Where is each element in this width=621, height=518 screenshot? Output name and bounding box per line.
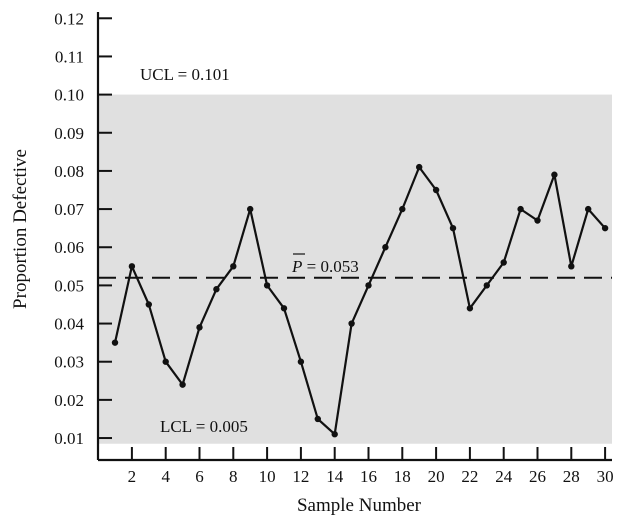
x-tick-label: 14 xyxy=(326,467,344,486)
x-tick-label: 10 xyxy=(259,467,276,486)
data-point xyxy=(230,263,237,270)
data-point xyxy=(179,381,186,388)
data-point xyxy=(314,415,321,423)
data-point xyxy=(466,305,474,312)
data-point xyxy=(247,205,254,213)
data-point xyxy=(601,224,609,232)
data-point xyxy=(297,358,305,365)
y-tick-label: 0.06 xyxy=(54,238,84,257)
y-tick-label: 0.03 xyxy=(54,353,84,372)
data-point xyxy=(416,163,423,171)
x-tick-label: 20 xyxy=(428,467,445,486)
data-point xyxy=(128,263,136,270)
data-point xyxy=(111,339,119,346)
data-point xyxy=(568,263,575,270)
data-point xyxy=(162,358,169,365)
x-tick-label: 2 xyxy=(128,467,137,486)
y-tick-label: 0.05 xyxy=(54,276,84,295)
data-point xyxy=(500,259,507,266)
data-point xyxy=(263,282,271,289)
data-point xyxy=(331,431,338,438)
y-tick-label: 0.12 xyxy=(54,9,84,28)
data-point xyxy=(517,205,524,213)
x-tick-label: 24 xyxy=(495,467,513,486)
center-line-label: P = 0.053 xyxy=(291,257,359,276)
x-tick-label: 12 xyxy=(292,467,309,486)
data-point xyxy=(534,217,541,224)
y-tick-label: 0.11 xyxy=(55,47,84,66)
data-point xyxy=(449,224,457,232)
data-point xyxy=(399,205,406,213)
x-tick-label: 16 xyxy=(360,467,377,486)
y-tick-label: 0.04 xyxy=(54,315,84,334)
x-tick-label: 26 xyxy=(529,467,546,486)
y-axis-title: Proportion Defective xyxy=(10,149,31,309)
y-tick-label: 0.07 xyxy=(54,200,84,219)
data-point xyxy=(382,244,389,251)
center-line-value: = 0.053 xyxy=(302,257,358,276)
x-tick-label: 18 xyxy=(394,467,411,486)
x-axis-title: Sample Number xyxy=(297,495,422,516)
x-tick-label: 30 xyxy=(597,467,614,486)
ucl-label: UCL = 0.101 xyxy=(140,65,230,84)
series-line xyxy=(113,166,606,436)
y-tick-label: 0.02 xyxy=(54,391,84,410)
ticks: 0.01 0.02 0.03 0.04 0.05 0.06 0.07 0.08 0.09 0.10… xyxy=(54,9,613,486)
y-tick-label: 0.09 xyxy=(54,124,84,143)
x-tick-label: 8 xyxy=(229,467,238,486)
data-point xyxy=(196,324,203,331)
y-tick-label: 0.08 xyxy=(54,162,84,181)
axes xyxy=(96,12,612,462)
x-tick-label: 6 xyxy=(195,467,204,486)
lcl-label: LCL = 0.005 xyxy=(160,417,248,436)
data-point xyxy=(145,301,152,308)
x-tick-label: 4 xyxy=(161,467,170,486)
center-line-symbol: P xyxy=(291,257,302,276)
data-point xyxy=(483,282,490,289)
data-point xyxy=(585,205,592,213)
data-point xyxy=(280,305,288,312)
series-layer xyxy=(111,163,609,438)
y-tick-label: 0.01 xyxy=(54,429,84,448)
x-tick-label: 28 xyxy=(563,467,580,486)
y-tick-label: 0.10 xyxy=(54,86,84,105)
x-tick-label: 22 xyxy=(461,467,478,486)
data-point xyxy=(365,282,372,289)
data-point xyxy=(213,286,220,293)
data-point xyxy=(551,171,558,178)
data-point xyxy=(432,186,440,194)
data-point xyxy=(348,320,355,327)
